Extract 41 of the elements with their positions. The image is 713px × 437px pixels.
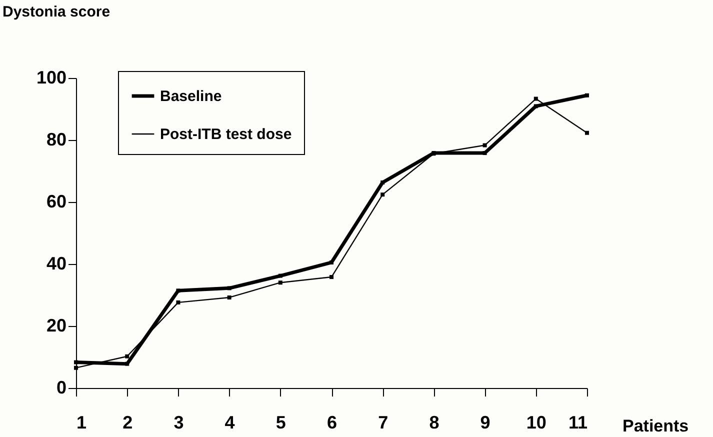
point <box>74 360 78 364</box>
x-tick-label: 4 <box>224 412 235 432</box>
x-tick-label: 8 <box>429 412 440 432</box>
y-axis-title: Dystonia score <box>2 4 110 20</box>
point <box>534 104 538 108</box>
point <box>380 180 385 184</box>
x-tick-label: 1 <box>76 412 87 432</box>
point <box>330 260 334 264</box>
x-tick-label: 7 <box>378 412 388 432</box>
point <box>278 274 282 278</box>
point <box>330 275 334 280</box>
x-tick-label: 3 <box>174 412 184 432</box>
point <box>176 288 180 293</box>
x-tick-label: 2 <box>122 412 133 432</box>
legend-label: Post-ITB test dose <box>160 126 292 143</box>
point <box>176 300 180 304</box>
x-axis-title: Patients <box>622 416 689 436</box>
x-tick-label: 9 <box>480 412 490 432</box>
point <box>278 280 282 285</box>
x-tick-label: 6 <box>326 412 338 432</box>
x-tick-label: 5 <box>276 412 286 432</box>
point <box>585 130 589 135</box>
point <box>74 366 78 370</box>
point <box>125 362 130 366</box>
x-tick-label: 10 <box>526 412 546 432</box>
point <box>227 286 232 290</box>
y-tick-label: 20 <box>46 316 66 336</box>
y-tick-label: 100 <box>36 68 66 88</box>
point <box>380 192 385 197</box>
y-tick-label: 60 <box>46 192 66 212</box>
y-tick-label: 80 <box>46 130 66 150</box>
x-tick-label: 11 <box>568 412 588 432</box>
legend-label: Baseline <box>160 88 222 105</box>
point <box>482 143 487 148</box>
point <box>227 295 232 300</box>
y-tick-label: 40 <box>46 254 66 274</box>
point <box>125 354 130 358</box>
y-tick-label: 0 <box>56 378 66 398</box>
point <box>585 93 589 98</box>
point <box>482 151 487 156</box>
point <box>534 96 538 101</box>
